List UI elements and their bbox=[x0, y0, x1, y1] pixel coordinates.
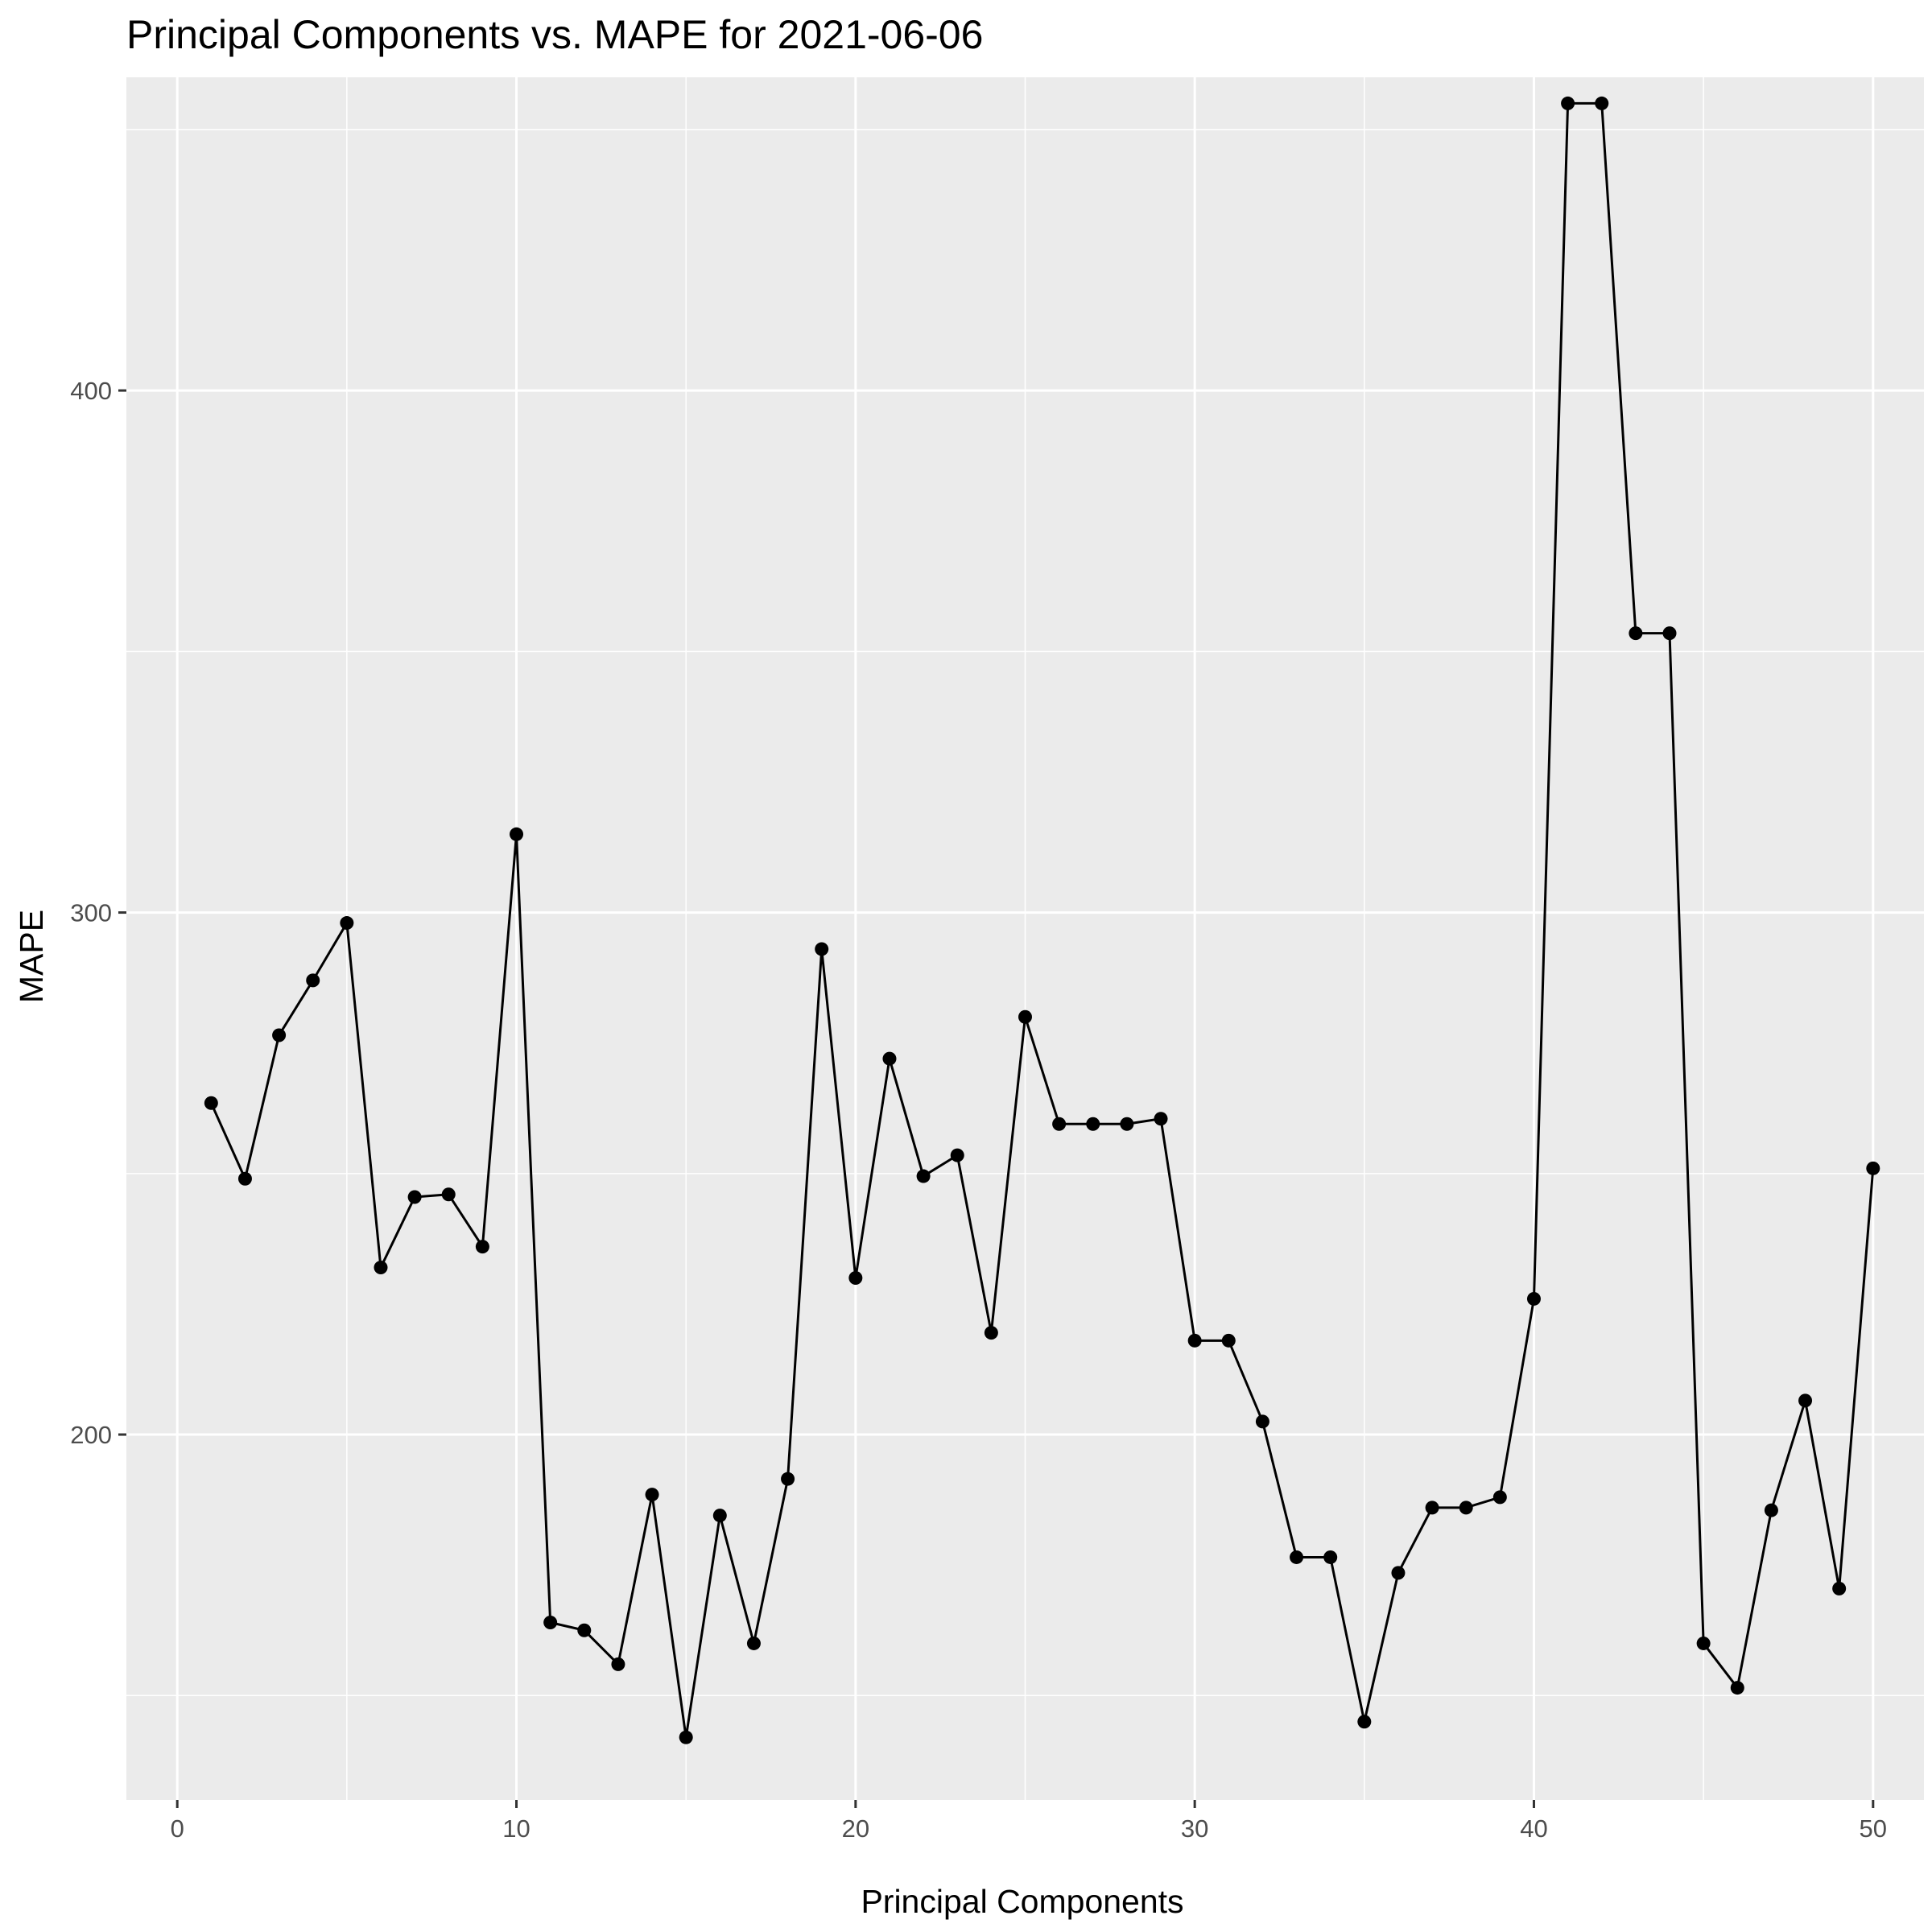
y-tick-label: 400 bbox=[70, 377, 112, 405]
x-tick-label: 40 bbox=[1520, 1814, 1547, 1843]
data-point bbox=[1187, 1333, 1202, 1348]
data-point bbox=[848, 1271, 863, 1286]
x-tick-label: 10 bbox=[502, 1814, 530, 1843]
data-point bbox=[407, 1190, 422, 1204]
data-point bbox=[272, 1028, 287, 1042]
data-point bbox=[1357, 1715, 1372, 1729]
data-point bbox=[1595, 96, 1609, 110]
x-tick-label: 20 bbox=[842, 1814, 869, 1843]
x-axis-title: Principal Components bbox=[861, 1883, 1183, 1920]
data-point bbox=[1290, 1550, 1304, 1564]
data-point bbox=[1561, 96, 1575, 110]
data-point bbox=[781, 1472, 795, 1486]
y-tick-label: 300 bbox=[70, 899, 112, 927]
x-tick-label: 50 bbox=[1860, 1814, 1887, 1843]
data-point bbox=[984, 1326, 998, 1340]
data-point bbox=[237, 1171, 252, 1186]
data-point bbox=[340, 916, 354, 931]
data-point bbox=[475, 1240, 489, 1254]
series-layer bbox=[204, 96, 1880, 1744]
axis-ticks: 0 10 20 30 40 50 200 300 400 bbox=[70, 377, 1887, 1843]
major-gridlines bbox=[126, 77, 1924, 1800]
data-point bbox=[1492, 1490, 1507, 1505]
data-point bbox=[204, 1096, 218, 1110]
data-point bbox=[441, 1187, 456, 1202]
x-tick-label: 30 bbox=[1181, 1814, 1208, 1843]
data-point bbox=[1730, 1681, 1744, 1695]
data-point bbox=[1459, 1501, 1473, 1515]
y-tick-label: 200 bbox=[70, 1421, 112, 1449]
data-point bbox=[1255, 1414, 1269, 1429]
data-point bbox=[611, 1657, 625, 1671]
data-point bbox=[1086, 1117, 1100, 1131]
chart-title: Principal Components vs. MAPE for 2021-0… bbox=[126, 12, 983, 57]
data-point bbox=[1154, 1112, 1168, 1126]
data-point bbox=[374, 1261, 388, 1275]
data-point bbox=[1120, 1117, 1134, 1131]
data-point bbox=[1391, 1566, 1406, 1580]
data-point bbox=[916, 1169, 931, 1183]
y-axis-title: MAPE bbox=[13, 910, 50, 1003]
data-point bbox=[1323, 1550, 1338, 1564]
data-point bbox=[815, 942, 829, 956]
data-point bbox=[1798, 1393, 1813, 1408]
data-point bbox=[1832, 1581, 1847, 1596]
data-point bbox=[1696, 1636, 1711, 1650]
minor-gridlines bbox=[126, 77, 1924, 1800]
data-point bbox=[645, 1488, 659, 1502]
data-point bbox=[1662, 626, 1677, 641]
data-point bbox=[1052, 1117, 1067, 1131]
data-point bbox=[1221, 1333, 1236, 1348]
x-tick-label: 0 bbox=[171, 1814, 184, 1843]
data-point bbox=[1526, 1291, 1541, 1306]
data-point bbox=[746, 1636, 761, 1650]
data-point bbox=[679, 1730, 693, 1744]
data-point bbox=[1018, 1009, 1032, 1024]
data-point bbox=[950, 1148, 964, 1162]
data-point bbox=[882, 1051, 897, 1066]
data-point bbox=[712, 1509, 727, 1523]
data-point bbox=[1866, 1161, 1880, 1175]
data-point bbox=[1629, 626, 1643, 641]
data-point bbox=[1425, 1501, 1439, 1515]
data-point bbox=[577, 1623, 592, 1637]
data-point bbox=[1764, 1503, 1778, 1517]
data-point bbox=[306, 973, 320, 988]
data-point bbox=[543, 1616, 558, 1630]
data-point bbox=[510, 827, 524, 841]
